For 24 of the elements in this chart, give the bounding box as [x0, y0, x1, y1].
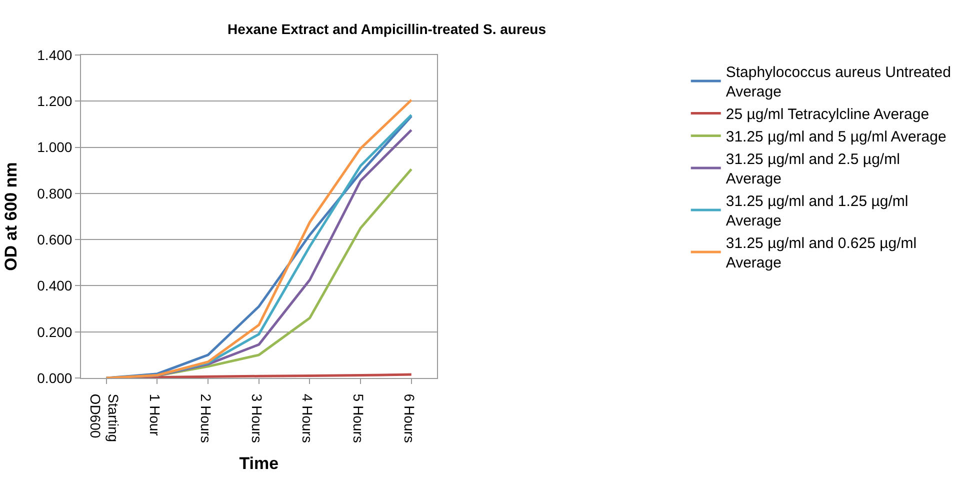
x-tick-label: 2 Hours	[198, 394, 214, 443]
x-tick-label: 4 Hours	[300, 394, 316, 443]
y-tick-label: 1.000	[37, 139, 72, 156]
y-tick-label: 0.200	[37, 324, 72, 340]
chart-title: Hexane Extract and Ampicillin-treated S. aureus	[228, 20, 546, 37]
legend-label: 31.25 µg/ml and 1.25 µg/ml Average	[726, 193, 908, 230]
legend-label: 31.25 µg/ml and 2.5 µg/ml Average	[726, 151, 900, 188]
y-tick-label: 1.400	[37, 46, 72, 63]
y-tick-label: 1.200	[37, 93, 72, 110]
x-tick-label: 6 Hours	[401, 394, 418, 443]
y-tick-label: 0.800	[37, 185, 72, 202]
legend-label: 31.25 µg/ml and 0.625 µg/ml Average	[726, 235, 917, 272]
x-tick-label: Starting OD600	[87, 394, 122, 442]
y-tick-label: 0.600	[37, 231, 72, 248]
x-tick-label: 3 Hours	[248, 394, 265, 443]
y-axis-title: OD at 600 nm	[2, 162, 21, 271]
x-axis-title: Time	[239, 454, 279, 474]
legend-label: 31.25 µg/ml and 5 µg/ml Average	[726, 128, 946, 146]
y-tick-label: 0.000	[37, 370, 72, 386]
x-tick-label: 1 Hour	[147, 394, 164, 436]
y-tick-label: 0.400	[37, 278, 72, 294]
legend-label: 25 µg/ml Tetracylcline Average	[726, 106, 930, 124]
legend-label: Staphylococcus aureus Untreated Average	[726, 64, 951, 101]
x-tick-label: 5 Hours	[350, 394, 367, 443]
